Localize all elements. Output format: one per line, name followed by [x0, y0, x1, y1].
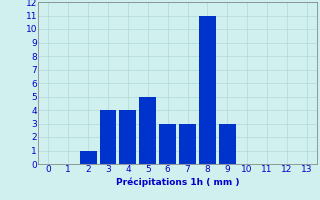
- Bar: [159, 124, 176, 164]
- Bar: [80, 151, 97, 164]
- Bar: [119, 110, 136, 164]
- Bar: [100, 110, 116, 164]
- Bar: [199, 16, 216, 164]
- Bar: [179, 124, 196, 164]
- Bar: [219, 124, 236, 164]
- Bar: [139, 97, 156, 164]
- X-axis label: Précipitations 1h ( mm ): Précipitations 1h ( mm ): [116, 177, 239, 187]
